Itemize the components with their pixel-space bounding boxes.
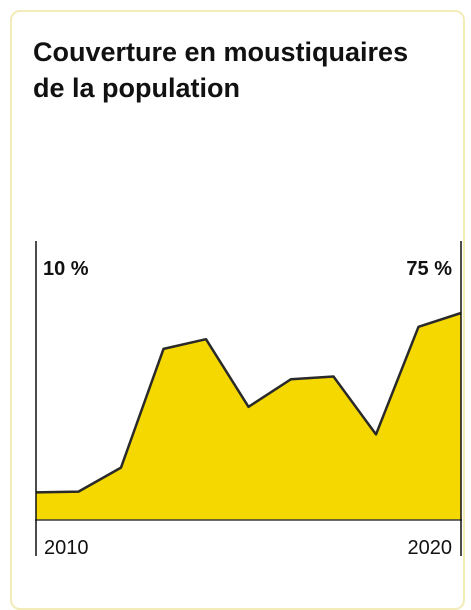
- coverage-line: [35, 311, 462, 494]
- x-tick-label-start: 2010: [44, 537, 89, 559]
- start-value-label: 10 %: [43, 258, 89, 280]
- coverage-area: [36, 313, 461, 520]
- chart-title-line-1: Couverture en moustiquaires: [33, 37, 409, 67]
- chart-title-line-2: de la population: [33, 73, 240, 103]
- end-value-label: 75 %: [406, 258, 452, 280]
- x-tick-label-end: 2020: [408, 537, 453, 559]
- chart-title: Couverture en moustiquaires de la popula…: [33, 34, 463, 106]
- area-chart: 10 % 75 % 2010 2020: [35, 241, 462, 559]
